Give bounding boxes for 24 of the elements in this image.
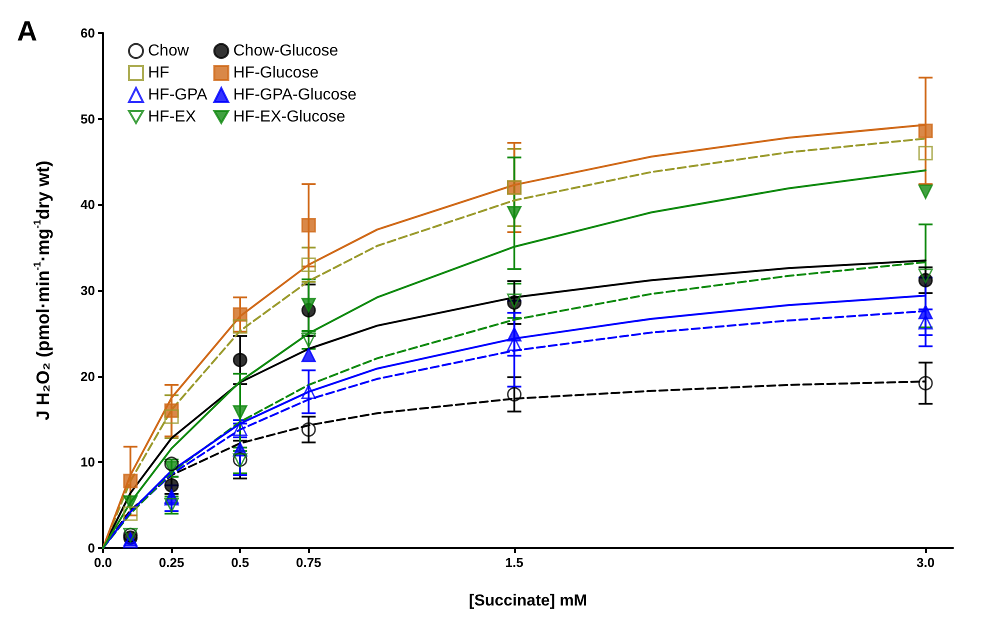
legend-label: HF	[148, 64, 170, 82]
y-tick-label: 0	[88, 540, 95, 556]
x-tick-label: 0.25	[158, 555, 184, 570]
legend-label: Chow	[148, 42, 190, 60]
x-tick-label: 3.0	[916, 555, 935, 570]
legend-label: HF-EX-Glucose	[233, 108, 346, 126]
legend-label: HF-GPA	[148, 86, 208, 104]
x-tick-label: 0.5	[231, 555, 250, 570]
y-tick-label: 20	[80, 368, 95, 384]
legend-label: Chow-Glucose	[233, 42, 338, 60]
legend-label: HF-EX	[148, 108, 196, 126]
chart-title: A	[17, 16, 38, 46]
x-axis-title: [Succinate] mM	[468, 592, 588, 610]
y-tick-label: 40	[80, 197, 95, 212]
y-axis-title: J H₂O₂ (pmol·min-1·mg-1dry wt)	[32, 160, 53, 420]
x-tick-label: 0.0	[94, 555, 112, 570]
legend-label: HF-Glucose	[233, 64, 319, 82]
y-tick-label: 50	[80, 111, 95, 126]
y-tick-label: 10	[80, 454, 95, 470]
x-tick-label: 1.5	[505, 555, 524, 570]
y-tick-label: 30	[80, 283, 95, 298]
x-tick-label: 0.75	[296, 555, 322, 570]
y-tick-label: 60	[80, 26, 95, 40]
legend-label: HF-GPA-Glucose	[233, 86, 357, 104]
